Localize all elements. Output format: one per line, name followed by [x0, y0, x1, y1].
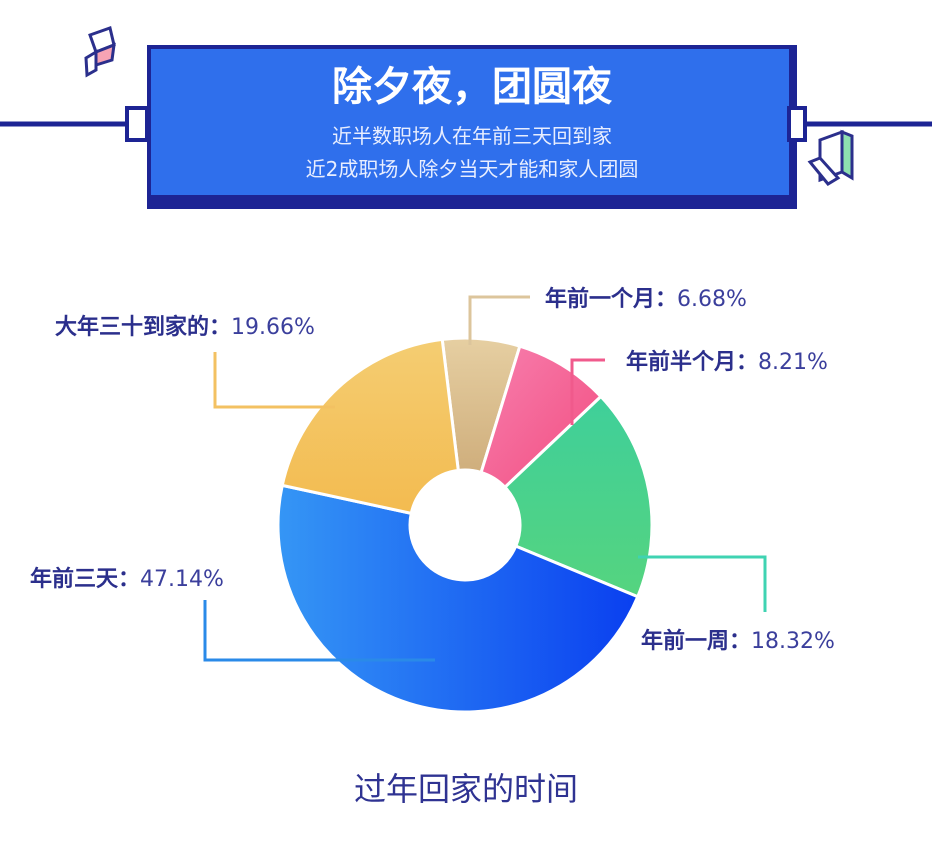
banner-title: 除夕夜，团圆夜 [332, 64, 613, 110]
cube-ornament-icon [84, 26, 116, 78]
banner-subtitle-1: 近半数职场人在年前三天回到家 [332, 124, 612, 148]
slice-label-half-month: 年前半个月：8.21% [626, 349, 828, 375]
leader-line-half-month [570, 358, 605, 425]
slice-label-month: 年前一个月：6.68% [545, 286, 747, 312]
leader-line-month [468, 295, 530, 345]
header-banner: 除夕夜，团圆夜 近半数职场人在年前三天回到家 近2成职场人除夕当天才能和家人团圆 [0, 26, 932, 209]
banner-fill [151, 49, 789, 195]
connector-left [125, 106, 149, 142]
leader-lines [203, 295, 767, 662]
leader-line-week [638, 555, 767, 612]
slice-label-new-year-eve: 大年三十到家的：19.66% [55, 314, 315, 340]
donut-slice [502, 394, 654, 599]
slice-label-week: 年前一周：18.32% [641, 628, 835, 654]
leader-line-three-days [203, 600, 435, 662]
leader-line-new-year-eve [213, 352, 335, 409]
banner-subtitle-2: 近2成职场人除夕当天才能和家人团圆 [306, 157, 639, 181]
slice-label-three-days: 年前三天：47.14% [30, 566, 224, 592]
chart-title: 过年回家的时间 [354, 770, 578, 808]
donut-slice [280, 337, 460, 516]
cube-ornament-icon [807, 129, 854, 186]
donut-slice [276, 483, 640, 714]
connector-right [787, 106, 807, 142]
donut-chart [276, 336, 654, 714]
